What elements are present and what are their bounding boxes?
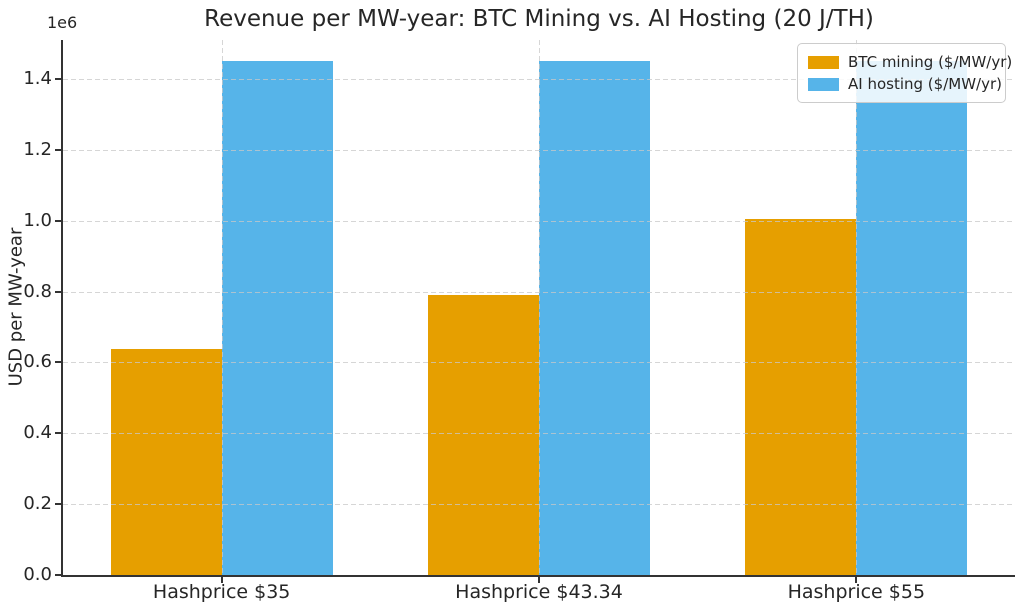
y-tick-mark-5 (55, 219, 62, 222)
y-tick-mark-2 (55, 432, 62, 435)
x-tick-label-2: Hashprice $55 (787, 581, 926, 603)
legend-swatch-btc-mining (808, 55, 839, 69)
y-tick-mark-0 (55, 574, 62, 576)
y-tick-label-4: 0.8 (23, 280, 52, 302)
bar-btc-mining-1 (427, 294, 539, 575)
y-tick-mark-7 (55, 77, 62, 80)
y-tick-label-1: 0.2 (23, 493, 52, 515)
x-tick-mark-2 (855, 577, 858, 583)
chart-title: Revenue per MW-year: BTC Mining vs. AI H… (204, 6, 874, 32)
y-tick-mark-1 (55, 503, 62, 506)
bar-btc-mining-2 (745, 219, 857, 575)
legend-item-ai-hosting: AI hosting ($/MW/yr) (808, 73, 1002, 95)
bar-ai-hosting-0 (221, 61, 333, 575)
bar-ai-hosting-1 (539, 61, 651, 575)
bar-ai-hosting-2 (856, 61, 968, 575)
x-tick-label-0: Hashprice $35 (152, 581, 291, 603)
x-tick-label-1: Hashprice $43.34 (455, 581, 623, 603)
y-tick-mark-3 (55, 361, 62, 364)
y-axis-spine (61, 40, 63, 577)
x-tick-mark-1 (538, 577, 540, 583)
y-tick-label-0: 0.0 (23, 564, 52, 585)
legend: BTC mining ($/MW/yr) AI hosting ($/MW/yr) (797, 43, 1012, 103)
y-tick-label-3: 0.6 (23, 351, 52, 373)
y-tick-mark-6 (55, 148, 62, 151)
x-tick-mark-0 (220, 577, 223, 583)
y-axis-offset-text: 1e6 (47, 13, 78, 32)
legend-item-btc-mining: BTC mining ($/MW/yr) (808, 51, 1012, 73)
legend-swatch-ai-hosting (808, 77, 839, 91)
y-tick-label-5: 1.0 (23, 209, 52, 231)
y-tick-mark-4 (55, 290, 62, 293)
legend-label: BTC mining ($/MW/yr) (848, 53, 1013, 71)
plot-area (63, 40, 1015, 575)
legend-label: AI hosting ($/MW/yr) (848, 75, 1002, 93)
y-tick-label-2: 0.4 (23, 422, 52, 444)
y-tick-label-6: 1.2 (23, 138, 52, 160)
y-tick-label-7: 1.4 (23, 67, 52, 89)
bar-btc-mining-0 (110, 348, 222, 575)
x-axis-spine (61, 575, 1015, 577)
